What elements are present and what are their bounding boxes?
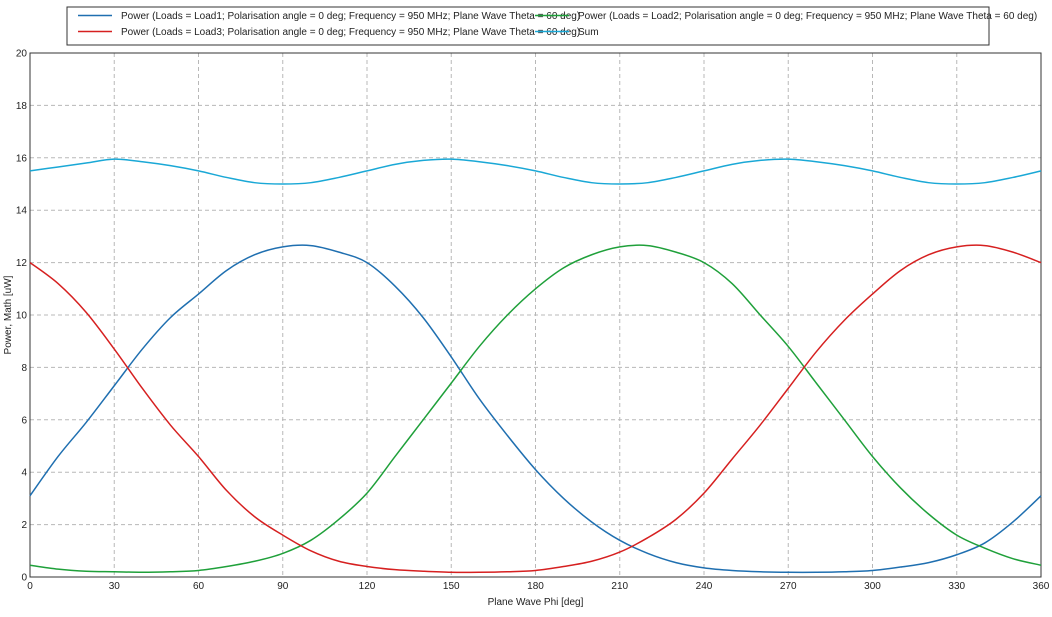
y-tick-label: 8 — [21, 363, 27, 374]
x-tick-label: 330 — [948, 581, 965, 592]
grid — [30, 53, 1041, 577]
y-tick-label: 16 — [16, 153, 28, 164]
legend-entry-load1: Power (Loads = Load1; Polarisation angle… — [78, 11, 580, 22]
legend-entry-load3: Power (Loads = Load3; Polarisation angle… — [78, 27, 580, 38]
x-tick-label: 240 — [696, 581, 713, 592]
x-axis-title: Plane Wave Phi [deg] — [488, 597, 584, 608]
y-tick-label: 6 — [21, 415, 27, 426]
x-tick-label: 300 — [864, 581, 881, 592]
x-tick-label: 210 — [611, 581, 628, 592]
legend-label: Power (Loads = Load2; Polarisation angle… — [578, 11, 1037, 22]
x-tick-label: 120 — [359, 581, 376, 592]
series-sum-line — [29, 158, 1042, 185]
x-tick-label: 150 — [443, 581, 460, 592]
series-load2-line — [29, 244, 1042, 574]
y-tick-label: 2 — [21, 520, 27, 531]
legend-label: Sum — [578, 27, 599, 38]
tick-labels: 0 30 60 90 120 150 180 210 240 270 300 330 360 0 2 4 6 8 1… — [16, 49, 1050, 593]
series-lines — [29, 158, 1042, 574]
plot-frame — [29, 52, 1042, 578]
legend-box — [66, 6, 990, 46]
x-tick-label: 0 — [27, 581, 33, 592]
y-tick-label: 10 — [16, 311, 28, 322]
series-load1-line — [29, 244, 1042, 574]
legend-label: Power (Loads = Load3; Polarisation angle… — [121, 27, 580, 38]
x-tick-label: 360 — [1033, 581, 1050, 592]
y-tick-label: 12 — [16, 258, 28, 269]
y-tick-label: 14 — [16, 206, 28, 217]
x-tick-label: 60 — [193, 581, 205, 592]
legend-entry-load2: Power (Loads = Load2; Polarisation angle… — [535, 11, 1037, 22]
y-tick-label: 20 — [16, 49, 28, 60]
legend-items: Power (Loads = Load1; Polarisation angle… — [78, 11, 1037, 38]
x-tick-label: 90 — [277, 581, 289, 592]
y-tick-label: 0 — [21, 573, 27, 584]
legend-label: Power (Loads = Load1; Polarisation angle… — [121, 11, 580, 22]
legend: Power (Loads = Load1; Polarisation angle… — [66, 6, 1037, 46]
y-axis-title: Power, Math [uW] — [3, 275, 14, 354]
x-tick-label: 30 — [109, 581, 121, 592]
x-tick-label: 180 — [527, 581, 544, 592]
legend-entry-sum: Sum — [535, 27, 599, 38]
x-tick-label: 270 — [780, 581, 797, 592]
series-load3-line — [29, 244, 1042, 574]
y-tick-label: 18 — [16, 101, 28, 112]
y-tick-label: 4 — [21, 468, 27, 479]
